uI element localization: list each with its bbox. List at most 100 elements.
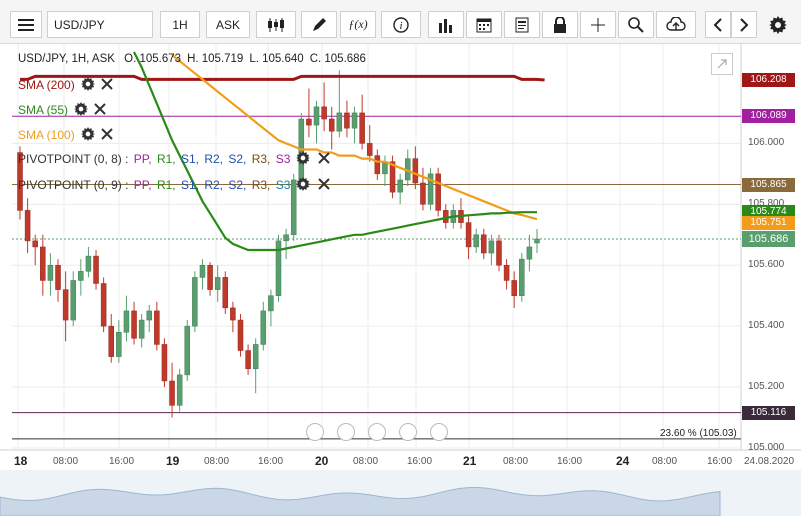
x-tick-label: 16:00 bbox=[109, 456, 135, 467]
x-tick-label: 24 bbox=[616, 454, 630, 468]
candle-body bbox=[100, 283, 107, 327]
sma55-line bbox=[133, 51, 537, 252]
pivot-remove-icon[interactable] bbox=[318, 152, 331, 167]
indicator-settings-icon[interactable] bbox=[74, 102, 89, 119]
bars-icon[interactable] bbox=[428, 11, 464, 38]
x-tick-label: 16:00 bbox=[258, 456, 284, 467]
candle-body bbox=[275, 240, 282, 296]
candle-body bbox=[496, 240, 502, 266]
candles-icon[interactable] bbox=[256, 11, 296, 38]
candle-body bbox=[511, 280, 517, 296]
candle-body bbox=[62, 289, 69, 321]
candle-body bbox=[473, 234, 479, 248]
document-icon[interactable] bbox=[504, 11, 540, 38]
candle-body bbox=[85, 255, 92, 272]
price-tag: 105.686 bbox=[742, 231, 795, 248]
pivot-remove-icon[interactable] bbox=[318, 178, 331, 193]
symbol-input[interactable]: USD/JPY bbox=[47, 11, 153, 38]
x-tick-label: 20 bbox=[315, 454, 329, 468]
candle-body bbox=[306, 118, 312, 126]
candle-body bbox=[366, 143, 373, 156]
zoom-in-icon[interactable] bbox=[399, 423, 417, 441]
candle-body bbox=[397, 179, 403, 193]
x-tick-label: 24.08.2020 bbox=[744, 456, 795, 467]
indicator-legend: SMA (200) bbox=[18, 77, 119, 94]
chevron-left-icon[interactable] bbox=[705, 11, 731, 38]
indicator-label: SMA (100) bbox=[18, 127, 75, 142]
chevron-right-icon[interactable] bbox=[731, 11, 757, 38]
candle-body bbox=[32, 240, 38, 248]
candle-body bbox=[313, 106, 320, 126]
indicator-settings-icon[interactable] bbox=[80, 77, 95, 94]
candle-body bbox=[207, 264, 213, 290]
scroll-right-icon[interactable] bbox=[430, 423, 448, 441]
candle-body bbox=[321, 106, 327, 120]
candle-body bbox=[131, 310, 137, 339]
timeframe-button[interactable]: 1H bbox=[160, 11, 200, 38]
y-tick-label: 105.800 bbox=[748, 198, 785, 210]
pen-icon[interactable] bbox=[301, 11, 337, 38]
candle-body bbox=[116, 331, 122, 357]
pivot-level-label: R3, bbox=[248, 177, 271, 192]
x-tick-label: 16:00 bbox=[557, 456, 583, 467]
candle-body bbox=[108, 325, 114, 357]
y-tick-label: 106.000 bbox=[748, 137, 785, 149]
candle-body bbox=[237, 319, 244, 351]
pivot-level-label: PP, bbox=[130, 151, 152, 166]
upload-icon[interactable] bbox=[656, 11, 696, 38]
expand-icon[interactable] bbox=[711, 53, 733, 75]
candle-body bbox=[328, 118, 335, 132]
zoom-icon[interactable] bbox=[618, 11, 654, 38]
indicator-remove-icon[interactable] bbox=[100, 78, 113, 93]
candle-body bbox=[40, 246, 46, 281]
indicator-remove-icon[interactable] bbox=[100, 128, 113, 143]
price-tag: 106.089 bbox=[742, 109, 795, 124]
candle-body bbox=[24, 210, 31, 242]
indicator-settings-icon[interactable] bbox=[80, 127, 95, 144]
candle-body bbox=[70, 280, 76, 321]
candle-body bbox=[222, 277, 229, 309]
candle-body bbox=[93, 255, 99, 284]
y-tick-label: 105.000 bbox=[748, 442, 785, 453]
price-type-button[interactable]: ASK bbox=[206, 11, 250, 38]
price-tag: 105.116 bbox=[742, 405, 795, 420]
candle-body bbox=[169, 380, 175, 406]
pivot-settings-icon[interactable] bbox=[296, 151, 311, 168]
pivot-label: PIVOTPOINT (0, 8) : bbox=[18, 151, 129, 166]
open-value: O. 105.673 bbox=[124, 53, 182, 65]
y-tick-label: 105.400 bbox=[748, 320, 785, 332]
candle-body bbox=[443, 210, 449, 223]
scroll-left-icon[interactable] bbox=[306, 423, 324, 441]
indicator-legend: SMA (55) bbox=[18, 102, 112, 119]
gear-icon[interactable] bbox=[763, 11, 793, 38]
candle-body bbox=[154, 310, 160, 345]
reset-zoom-icon[interactable] bbox=[368, 423, 386, 441]
pivot-label: PIVOTPOINT (0, 9) : bbox=[18, 177, 129, 192]
candle-body bbox=[283, 234, 289, 242]
zoom-out-icon[interactable] bbox=[337, 423, 355, 441]
x-tick-label: 08:00 bbox=[652, 456, 678, 467]
candle-body bbox=[488, 240, 495, 254]
crosshair-icon[interactable] bbox=[580, 11, 616, 38]
candle-body bbox=[526, 246, 533, 260]
candle-body bbox=[161, 344, 168, 382]
price-tag: 105.774 bbox=[742, 205, 795, 220]
lock-icon[interactable] bbox=[542, 11, 578, 38]
candle-body bbox=[214, 277, 221, 290]
candle-body bbox=[534, 238, 540, 244]
calendar-icon[interactable] bbox=[466, 11, 502, 38]
info-icon[interactable]: i bbox=[381, 11, 421, 38]
candle-body bbox=[78, 271, 84, 281]
candle-body bbox=[245, 350, 251, 370]
menu-icon[interactable] bbox=[10, 11, 42, 38]
pivot-level-label: R2, bbox=[200, 177, 223, 192]
indicator-remove-icon[interactable] bbox=[94, 103, 106, 118]
pivot-settings-icon[interactable] bbox=[296, 177, 311, 194]
candle-body bbox=[176, 374, 183, 406]
candle-body bbox=[389, 161, 396, 193]
pivot-level-label: R2, bbox=[200, 151, 223, 166]
pivot-level-label: R1, bbox=[153, 151, 176, 166]
function-icon[interactable]: ƒ(x) bbox=[340, 11, 376, 38]
pivot-level-label: S1, bbox=[177, 177, 199, 192]
